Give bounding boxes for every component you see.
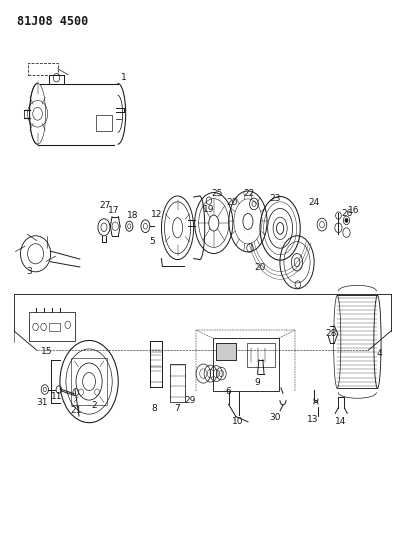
Text: 2: 2 <box>91 401 97 410</box>
Text: 1: 1 <box>121 73 127 82</box>
Text: 14: 14 <box>335 417 346 426</box>
Bar <box>28 63 58 75</box>
Text: 7: 7 <box>174 404 180 413</box>
Text: 10: 10 <box>232 417 244 426</box>
Text: 21: 21 <box>70 406 82 415</box>
Text: 81J08 4500: 81J08 4500 <box>17 14 88 28</box>
Text: 5: 5 <box>149 237 155 246</box>
Text: 8: 8 <box>151 404 157 413</box>
Text: 19: 19 <box>203 205 214 214</box>
Text: 13: 13 <box>307 415 318 424</box>
Text: 29: 29 <box>185 395 196 405</box>
Text: 18: 18 <box>127 211 138 220</box>
Bar <box>247 343 275 367</box>
Text: 20: 20 <box>226 198 238 207</box>
Bar <box>171 364 185 402</box>
Text: 22: 22 <box>243 189 254 198</box>
Text: 11: 11 <box>51 392 63 401</box>
Text: 28: 28 <box>326 329 337 338</box>
Text: 15: 15 <box>40 347 52 356</box>
Text: 9: 9 <box>255 377 260 386</box>
Text: 31: 31 <box>36 398 47 407</box>
Text: 23: 23 <box>269 194 281 203</box>
Text: 30: 30 <box>269 413 281 422</box>
Text: 24: 24 <box>308 198 319 207</box>
Text: 17: 17 <box>108 206 120 215</box>
Bar <box>29 312 75 341</box>
Text: 6: 6 <box>225 386 231 395</box>
Bar <box>49 322 60 331</box>
Text: 26: 26 <box>341 209 353 218</box>
Bar <box>96 115 112 131</box>
Text: 20: 20 <box>254 263 266 272</box>
Bar <box>71 358 107 406</box>
Text: 16: 16 <box>348 206 360 215</box>
Circle shape <box>345 218 348 222</box>
Text: 27: 27 <box>100 201 111 210</box>
Bar <box>213 338 279 391</box>
Bar <box>216 343 236 360</box>
Text: 3: 3 <box>26 268 32 276</box>
Bar <box>216 343 236 360</box>
Text: 4: 4 <box>377 350 382 359</box>
Text: 25: 25 <box>211 189 222 198</box>
Text: 12: 12 <box>151 210 162 219</box>
